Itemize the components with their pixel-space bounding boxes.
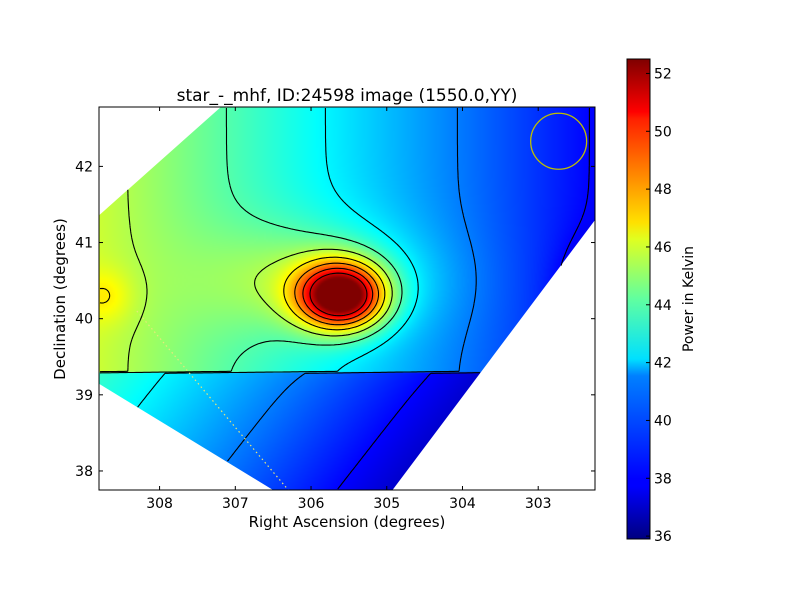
colorbar-tick-label: 48 — [654, 182, 672, 198]
heatmap-image — [99, 107, 595, 490]
colorbar-frame — [626, 58, 651, 540]
contour-lines — [99, 108, 590, 490]
contour-line — [294, 262, 380, 326]
colorbar-tick-label: 44 — [654, 298, 672, 314]
contour-line — [99, 108, 403, 374]
colorbar-label: Power in Kelvin — [681, 246, 697, 352]
colorbar-tick-label: 46 — [654, 240, 672, 256]
colorbar-ticks: 36 38 40 42 44 46 48 50 52 — [646, 66, 672, 545]
y-tick-label: 39 — [75, 388, 93, 404]
annotation-dotted-line — [136, 310, 289, 490]
contour-line — [99, 256, 386, 331]
x-tick-label: 307 — [222, 496, 249, 512]
colorbar-gradient — [627, 59, 650, 539]
y-axis-ticks: 38 39 40 41 42 — [75, 159, 595, 480]
contour-line — [302, 267, 374, 321]
colorbar-tick-label: 50 — [654, 124, 672, 140]
x-tick-label: 304 — [449, 496, 476, 512]
y-tick-label: 38 — [75, 464, 93, 480]
colorbar-tick-label: 36 — [654, 529, 672, 545]
x-tick-label: 303 — [525, 496, 552, 512]
x-tick-label: 305 — [373, 496, 400, 512]
beam-marker — [530, 112, 588, 170]
x-axis-label: Right Ascension (degrees) — [249, 513, 446, 531]
contour-line — [99, 189, 393, 373]
y-tick-label: 41 — [75, 236, 93, 252]
y-tick-label: 42 — [75, 159, 93, 175]
chart-title: star_-_mhf, ID:24598 image (1550.0,YY) — [177, 86, 518, 106]
colorbar-tick-label: 52 — [654, 66, 672, 82]
colorbar-tick-label: 42 — [654, 356, 672, 372]
contour-line — [309, 272, 368, 317]
x-axis-ticks: 308 307 306 305 304 303 — [146, 107, 552, 512]
x-tick-label: 306 — [298, 496, 325, 512]
plot-frame — [98, 106, 596, 491]
contour-line — [137, 108, 419, 408]
contour-line — [227, 108, 477, 462]
colorbar: 36 38 40 42 44 46 48 50 52 Power in Kelvin — [626, 58, 697, 545]
contour-line — [337, 108, 590, 490]
x-tick-label: 308 — [146, 496, 173, 512]
colorbar-tick-label: 40 — [654, 413, 672, 429]
y-tick-label: 40 — [75, 312, 93, 328]
y-axis-label: Declination (degrees) — [51, 218, 69, 380]
colorbar-tick-label: 38 — [654, 471, 672, 487]
